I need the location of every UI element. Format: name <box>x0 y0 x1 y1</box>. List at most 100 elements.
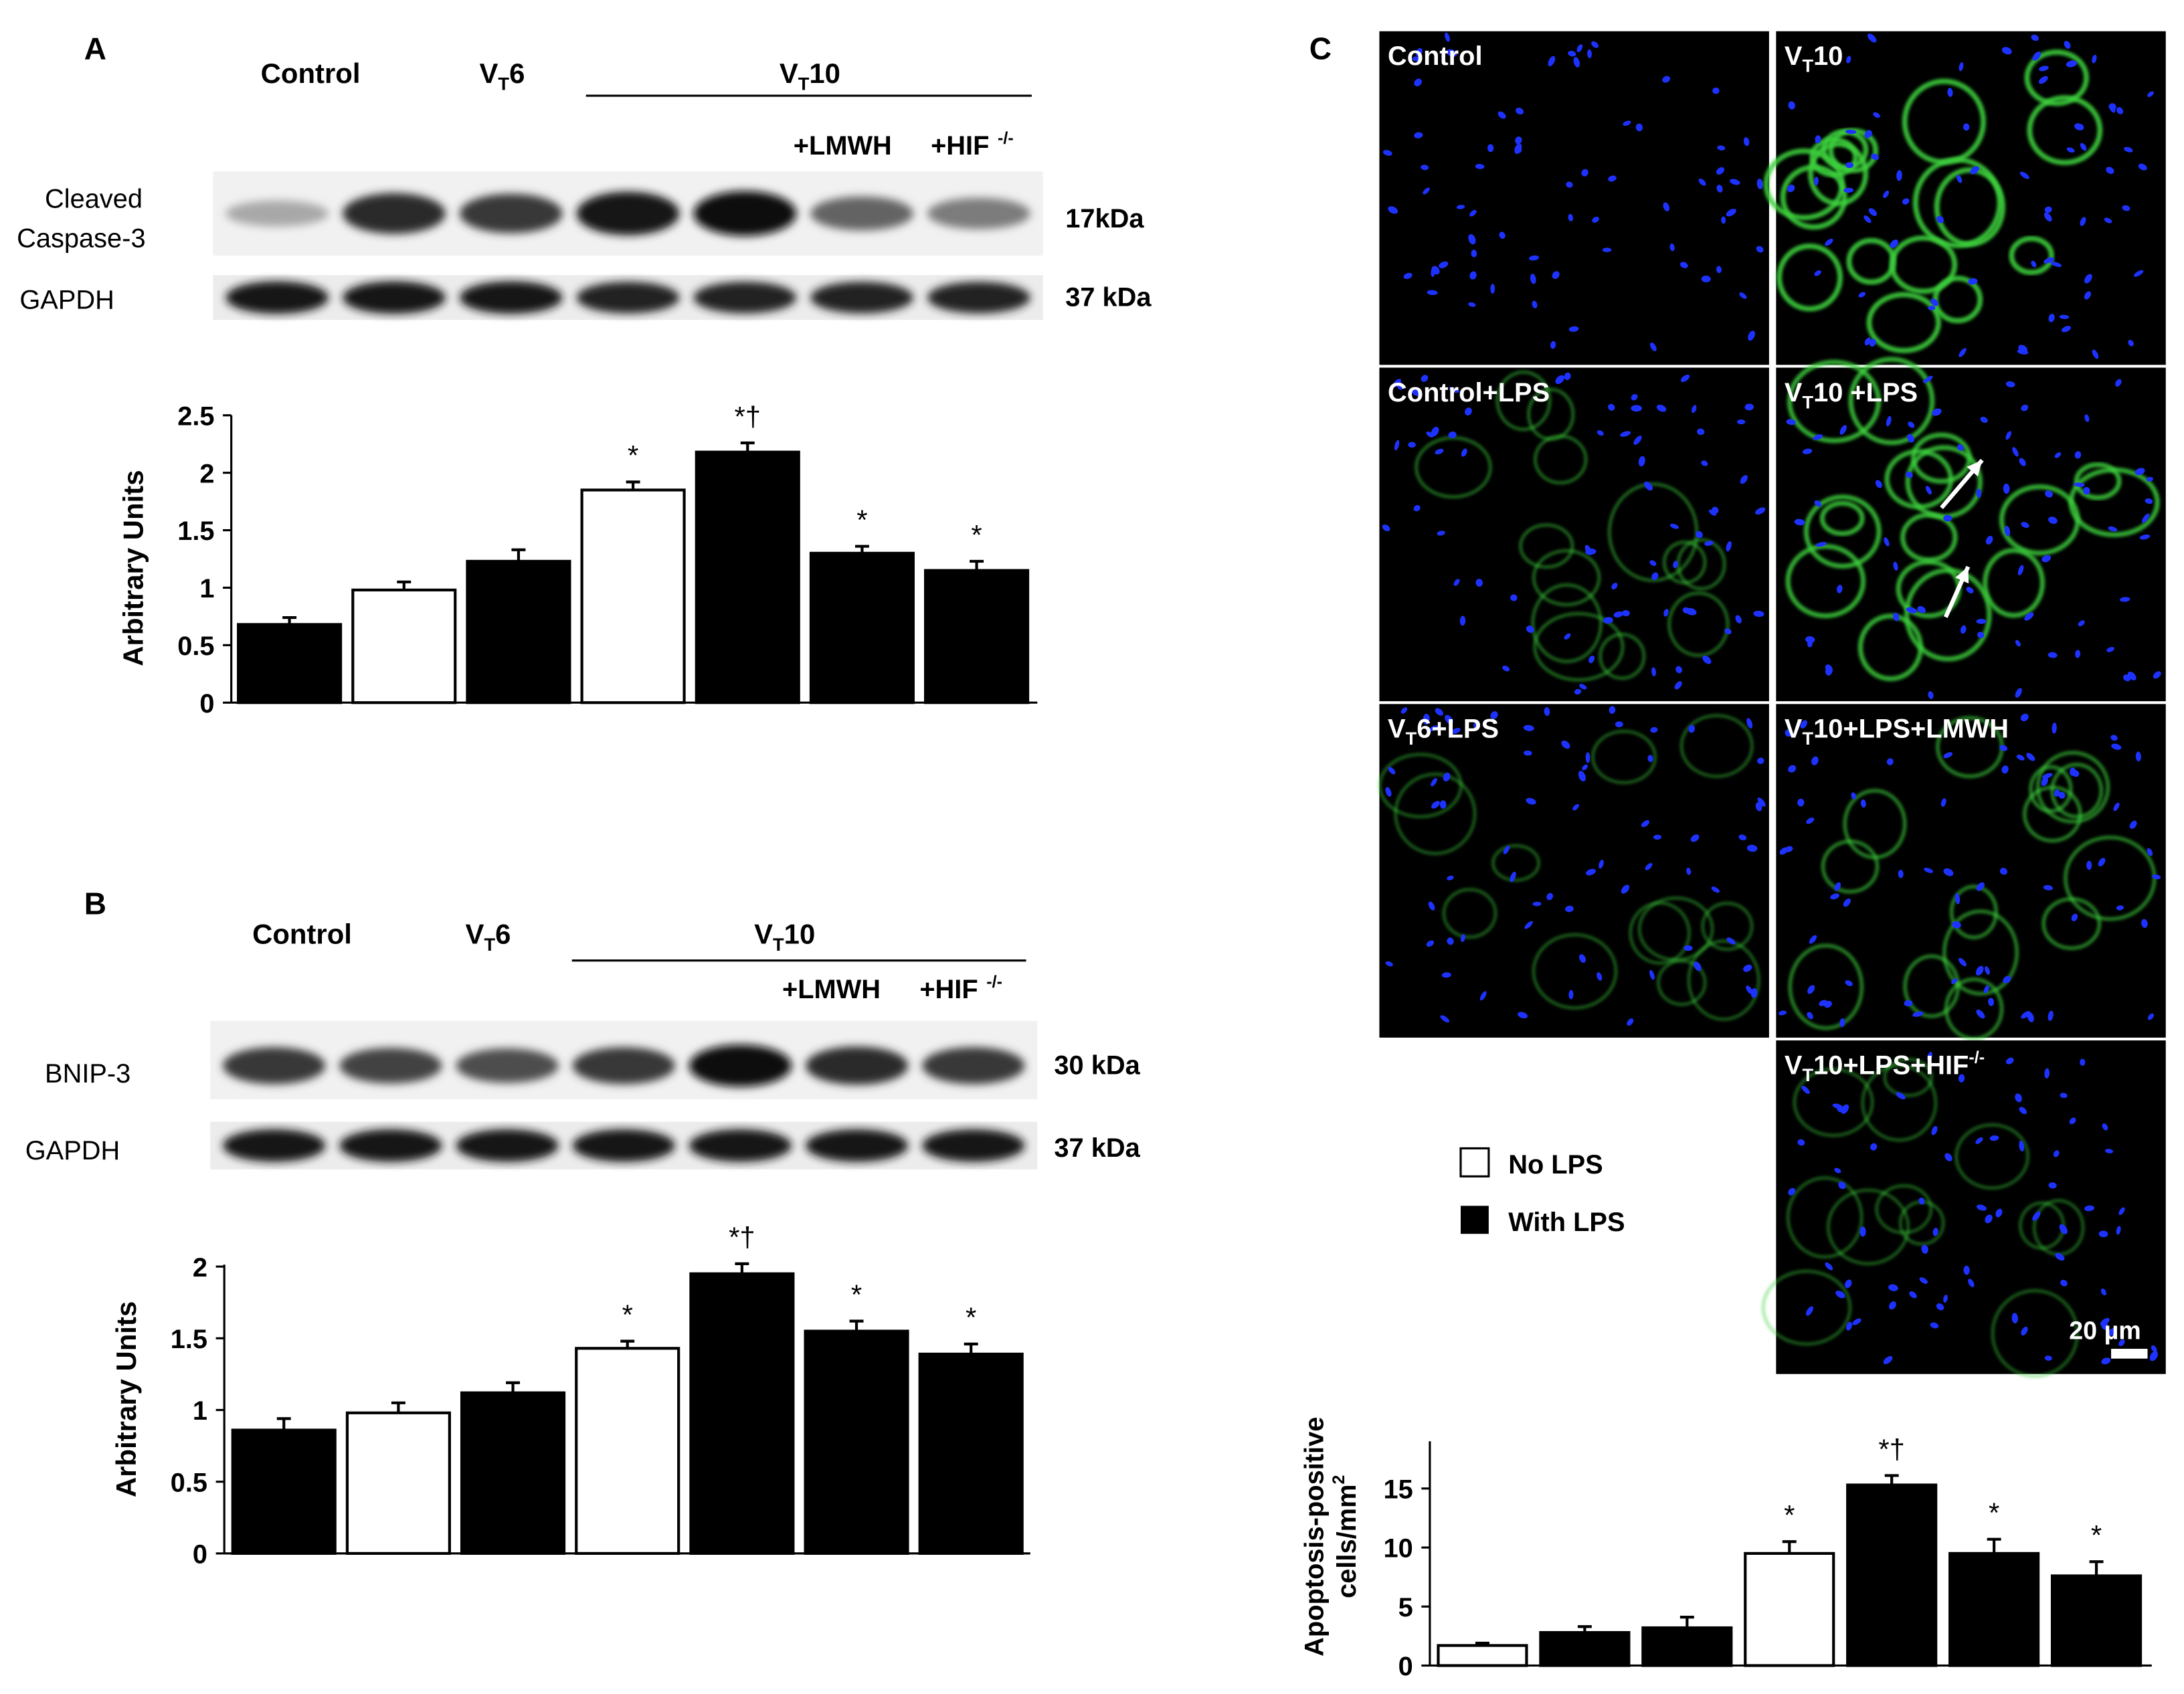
micrograph-2-nucleus-63 <box>1868 208 1878 216</box>
micrograph-6-nucleus-46 <box>2071 913 2078 922</box>
micrograph-6-nucleus-1 <box>1834 882 1841 891</box>
micrograph-4-nucleus-38 <box>1976 619 1987 624</box>
micrograph-6-nucleus-40 <box>2135 751 2141 762</box>
micrograph-1-nucleus-1 <box>1568 213 1573 221</box>
micrograph-7-nucleus-56 <box>2116 1226 2121 1235</box>
micrograph-label-4: VT10 +LPS <box>1785 378 1918 412</box>
micrograph-1-nucleus-30 <box>1623 120 1631 126</box>
micrograph-4-membrane-9 <box>1787 359 1882 444</box>
micrograph-4-nucleus-36 <box>1932 408 1942 416</box>
panel-b-target-band-4 <box>572 1047 675 1085</box>
micrograph-2-nucleus-38 <box>1814 270 1821 276</box>
micrograph-4-nucleus-14 <box>1886 415 1892 427</box>
panel-b-ytick-label-3: 1.5 <box>171 1325 207 1354</box>
micrograph-5-nucleus-5 <box>1526 797 1536 805</box>
micrograph-7-nucleus-25 <box>1846 1321 1853 1331</box>
micrograph-bg-7 <box>1776 1040 2166 1374</box>
micrograph-1-nucleus-54 <box>1515 136 1522 145</box>
micrograph-2-nucleus-37 <box>2084 291 2092 300</box>
micrograph-5-nucleus-58 <box>1441 972 1451 978</box>
micrograph-7-nucleus-17 <box>2019 1140 2025 1152</box>
micrograph-6-nucleus-27 <box>1985 966 1990 975</box>
micrograph-5-membrane-8 <box>1687 939 1760 1021</box>
micrograph-3-nucleus-44 <box>1674 681 1682 690</box>
micrograph-2-nucleus-46 <box>2019 171 2029 179</box>
micrograph-6-nucleus-28 <box>1999 745 2008 751</box>
panel-c-bar-1 <box>1437 1644 1528 1667</box>
micrograph-5-membrane-6 <box>1442 888 1497 939</box>
micrograph-2-nucleus-33 <box>2051 262 2062 268</box>
micrograph-5-nucleus-22 <box>1431 777 1437 787</box>
micrograph-5-nucleus-27 <box>1653 834 1662 840</box>
micrograph-label-6: VT10+LPS+LMWH <box>1785 715 2009 749</box>
micrograph-3-membrane-2 <box>1519 523 1574 569</box>
micrograph-7-nucleus-14 <box>2044 1355 2052 1361</box>
micrograph-1-nucleus-67 <box>1414 132 1423 138</box>
micrograph-6-nucleus-24 <box>1860 799 1866 808</box>
micrograph-1-nucleus-38 <box>1530 274 1536 284</box>
micrograph-6-nucleus-26 <box>2148 1013 2154 1020</box>
micrograph-6-nucleus-61 <box>1958 957 1967 967</box>
panel-a-loading-band-2 <box>343 281 446 314</box>
micrograph-3-nucleus-50 <box>1465 407 1472 415</box>
micrograph-5-nucleus-6 <box>1746 985 1753 994</box>
micrograph-7-nucleus-38 <box>1888 1284 1898 1291</box>
micrograph-5-nucleus-55 <box>1447 875 1454 880</box>
panel-c-annotation-6: * <box>1989 1497 1999 1529</box>
panel-c-ytick-label-3: 15 <box>1383 1475 1413 1505</box>
panel-c-bar-2 <box>1539 1630 1631 1667</box>
micrograph-3-nucleus-18 <box>1608 403 1615 411</box>
micrograph-6-nucleus-37 <box>1851 792 1857 799</box>
micrograph-3-nucleus-53 <box>1453 579 1460 586</box>
micrograph-5-nucleus-26 <box>1523 725 1534 731</box>
micrograph-6-nucleus-43 <box>1819 1000 1827 1006</box>
micrograph-3-nucleus-17 <box>1724 628 1732 635</box>
panel-c-bar-6 <box>1948 1551 2040 1667</box>
micrograph-7-nucleus-31 <box>2019 1107 2027 1115</box>
panel-b-header-vt10: VT10 <box>754 919 815 955</box>
micrograph-5-membrane-2 <box>1394 773 1477 855</box>
micrograph-5-nucleus-42 <box>1688 725 1695 733</box>
micrograph-4-nucleus-40 <box>2078 620 2085 627</box>
micrograph-bg-1 <box>1379 31 1769 365</box>
panel-a-target-label-line2: Caspase-3 <box>17 223 145 253</box>
panel-b-target-bands <box>223 1044 1025 1087</box>
micrograph-5-nucleus-16 <box>1585 752 1590 763</box>
micrograph-label-7: VT10+LPS+HIF-/- <box>1785 1048 1985 1085</box>
micrograph-5-nucleus-20 <box>1443 772 1451 781</box>
micrograph-6-nucleus-66 <box>2020 713 2029 722</box>
panel-a-header-lmwh: +LMWH <box>794 131 892 161</box>
micrograph-6-nucleus-4 <box>1940 798 1946 807</box>
micrograph-3-nucleus-4 <box>1620 431 1631 437</box>
micrograph-1: Control <box>1379 31 1769 365</box>
micrograph-1-nucleus-42 <box>1576 44 1583 52</box>
micrograph-2-nucleus-15 <box>1968 278 1978 285</box>
micrograph-6-nucleus-30 <box>2001 765 2009 774</box>
micrograph-3-membrane-9 <box>1667 591 1730 657</box>
micrograph-6-nucleus-65 <box>1806 817 1815 824</box>
micrograph-2-nucleus-39 <box>2031 34 2039 41</box>
micrograph-4-nucleus-57 <box>2048 516 2058 525</box>
micrograph-1-nucleus-48 <box>1421 165 1429 171</box>
panel-b-annotation-4: * <box>622 1299 633 1330</box>
micrograph-4-nucleus-25 <box>1923 375 1933 383</box>
micrograph-3-nucleus-58 <box>1708 509 1717 516</box>
micrograph-4-nucleus-67 <box>2015 688 2022 698</box>
micrograph-label-5: VT6+LPS <box>1388 715 1499 749</box>
micrograph-4-nucleus-8 <box>2021 522 2029 528</box>
micrograph-7-nucleus-11 <box>2060 1279 2068 1287</box>
micrograph-2-nucleus-69 <box>2124 147 2133 153</box>
legend-label-with-lps: With LPS <box>1508 1208 1625 1237</box>
micrograph-6-nucleus-58 <box>1807 1012 1813 1020</box>
micrograph-3-nucleus-54 <box>1692 405 1697 413</box>
micrograph-7-nucleus-33 <box>2102 1123 2108 1131</box>
micrograph-5-membrane-11 <box>1491 844 1540 882</box>
micrograph-5-nucleus-62 <box>1565 905 1574 913</box>
micrograph-6-nucleus-23 <box>1785 729 1793 737</box>
micrograph-3-nucleus-38 <box>1669 523 1679 529</box>
micrograph-4-nucleus-51 <box>2108 526 2118 532</box>
micrograph-2-nucleus-40 <box>1896 170 1902 181</box>
micrograph-6-nucleus-31 <box>2003 975 2011 983</box>
micrograph-4-nucleus-65 <box>1825 664 1833 673</box>
micrograph-4-nucleus-66 <box>1906 471 1913 478</box>
